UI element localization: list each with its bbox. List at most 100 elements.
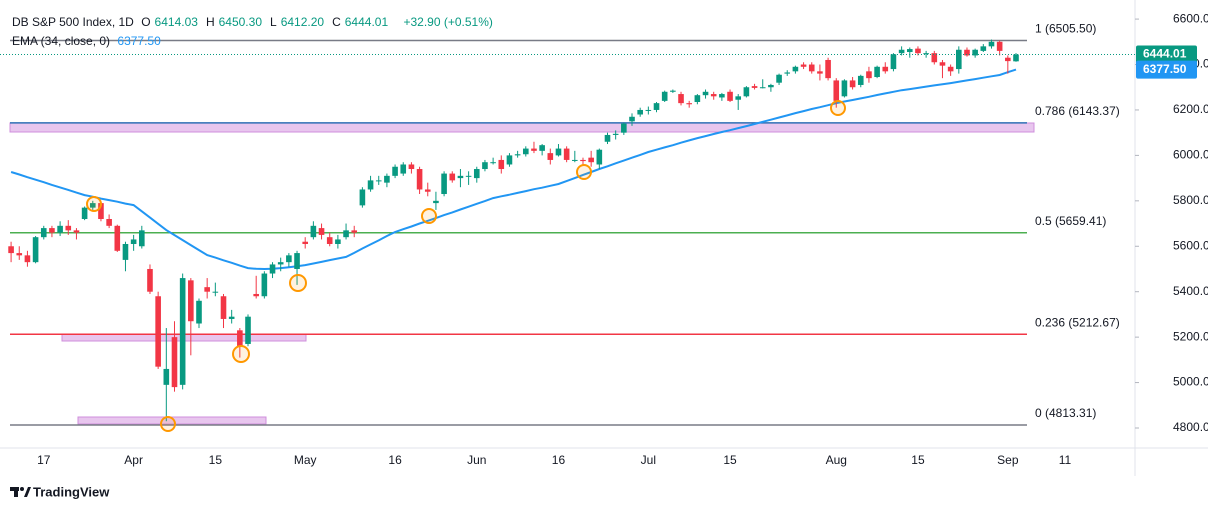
candle-body [155, 296, 161, 367]
marker [86, 196, 102, 212]
candle-body [482, 162, 488, 170]
y-tick-label: 6000.00 [1173, 148, 1208, 162]
y-tick-label: 5200.00 [1173, 329, 1208, 343]
candle-body [122, 243, 129, 260]
candle-body [841, 80, 848, 97]
candle-body [768, 84, 774, 88]
y-tick-label: 5000.00 [1173, 375, 1208, 389]
candle-body [57, 225, 63, 233]
marker [421, 208, 437, 224]
candle-body [32, 237, 39, 263]
ohlc-item: H 6450.30 [206, 15, 266, 29]
candle-body [727, 91, 733, 101]
candle-body [612, 133, 619, 135]
candle-body [719, 94, 725, 98]
x-tick-label: 11 [1059, 453, 1072, 467]
candle-body [359, 189, 366, 206]
candle-body [710, 94, 717, 97]
candle-body [784, 72, 791, 74]
candle-body [923, 53, 929, 55]
candle-body [882, 66, 889, 72]
logo-part [24, 487, 31, 497]
candle-body [245, 316, 251, 344]
candle-body [253, 293, 259, 297]
candle-body [604, 134, 611, 142]
candle-body [424, 189, 431, 192]
candle-body [269, 264, 276, 274]
candle-body [98, 203, 104, 220]
candle-body [473, 169, 480, 179]
candle-body [277, 262, 284, 265]
indicator-row: EMA (34, close, 0) 6377.50 [12, 34, 165, 48]
candle-body [335, 239, 341, 244]
candle-body [596, 149, 603, 165]
candle-body [694, 95, 701, 103]
candle-body [1013, 54, 1019, 62]
marker [232, 345, 250, 363]
candle-body [555, 148, 562, 156]
markers [86, 100, 846, 432]
candle-body [800, 64, 807, 67]
last-price-tag [1136, 45, 1197, 64]
candle-body [522, 148, 529, 155]
candle-body [433, 200, 439, 204]
candle-body [735, 96, 742, 100]
symbol: DB S&P 500 Index, 1D [12, 15, 134, 29]
candle-body [588, 157, 594, 163]
candle-body [343, 230, 349, 238]
candle-body [939, 62, 946, 66]
candle-body [351, 230, 358, 233]
candle-body [400, 164, 407, 174]
candle-body [686, 103, 692, 105]
candle-body [228, 316, 235, 319]
candle-body [310, 225, 317, 238]
candle-body [833, 80, 840, 101]
candle-body [139, 230, 145, 247]
candle-body [179, 278, 186, 385]
indicator-value: 6377.50 [117, 34, 161, 48]
y-tick-label: 5600.00 [1173, 238, 1208, 252]
candle-body [498, 159, 505, 170]
legend-row: DB S&P 500 Index, 1D O 6414.03 H 6450.30 L 64… [12, 15, 497, 29]
candle-body [384, 175, 390, 183]
candle-body [188, 280, 194, 322]
candle-body [196, 300, 202, 324]
candle-body [988, 41, 995, 47]
candle-body [326, 237, 333, 244]
ohlc-item: L 6412.20 [270, 15, 328, 29]
candle-body [261, 273, 268, 297]
ohlc-legend: O 6414.03 H 6450.30 L 6412.20 C 6444.01 [141, 15, 396, 29]
x-tick-label: 15 [209, 453, 223, 467]
candle-body [898, 49, 905, 54]
logo-part [14, 487, 18, 497]
candle-body [1005, 57, 1011, 62]
brand-logo [10, 487, 31, 497]
candle-body [375, 180, 382, 182]
ohlc-key: O [141, 15, 151, 29]
candle-body [629, 116, 635, 122]
marker [830, 100, 846, 116]
ohlc-value: 6450.30 [218, 15, 262, 29]
y-tick-label: 5400.00 [1173, 284, 1208, 298]
candle-body [392, 166, 398, 176]
x-tick-label: 17 [37, 453, 51, 467]
candle-body [980, 46, 987, 51]
candle-body [106, 219, 112, 226]
zone [9, 122, 1035, 133]
candle-body [808, 64, 815, 72]
x-tick-label: 16 [552, 453, 566, 467]
candle-body [73, 230, 80, 233]
level-label: 0.236 (5212.67) [1035, 315, 1120, 329]
x-tick-label: May [294, 453, 317, 467]
candle-body [204, 287, 210, 292]
brand: TradingView [33, 484, 110, 499]
indicator-name: EMA (34, close, 0) [12, 34, 111, 48]
candle-body [49, 228, 55, 233]
candle-body [890, 54, 897, 70]
ohlc-value: 6412.20 [280, 15, 325, 29]
candle-body [743, 87, 750, 97]
candle-body [931, 53, 938, 63]
candle-body [792, 66, 799, 72]
candle-body [825, 59, 831, 79]
